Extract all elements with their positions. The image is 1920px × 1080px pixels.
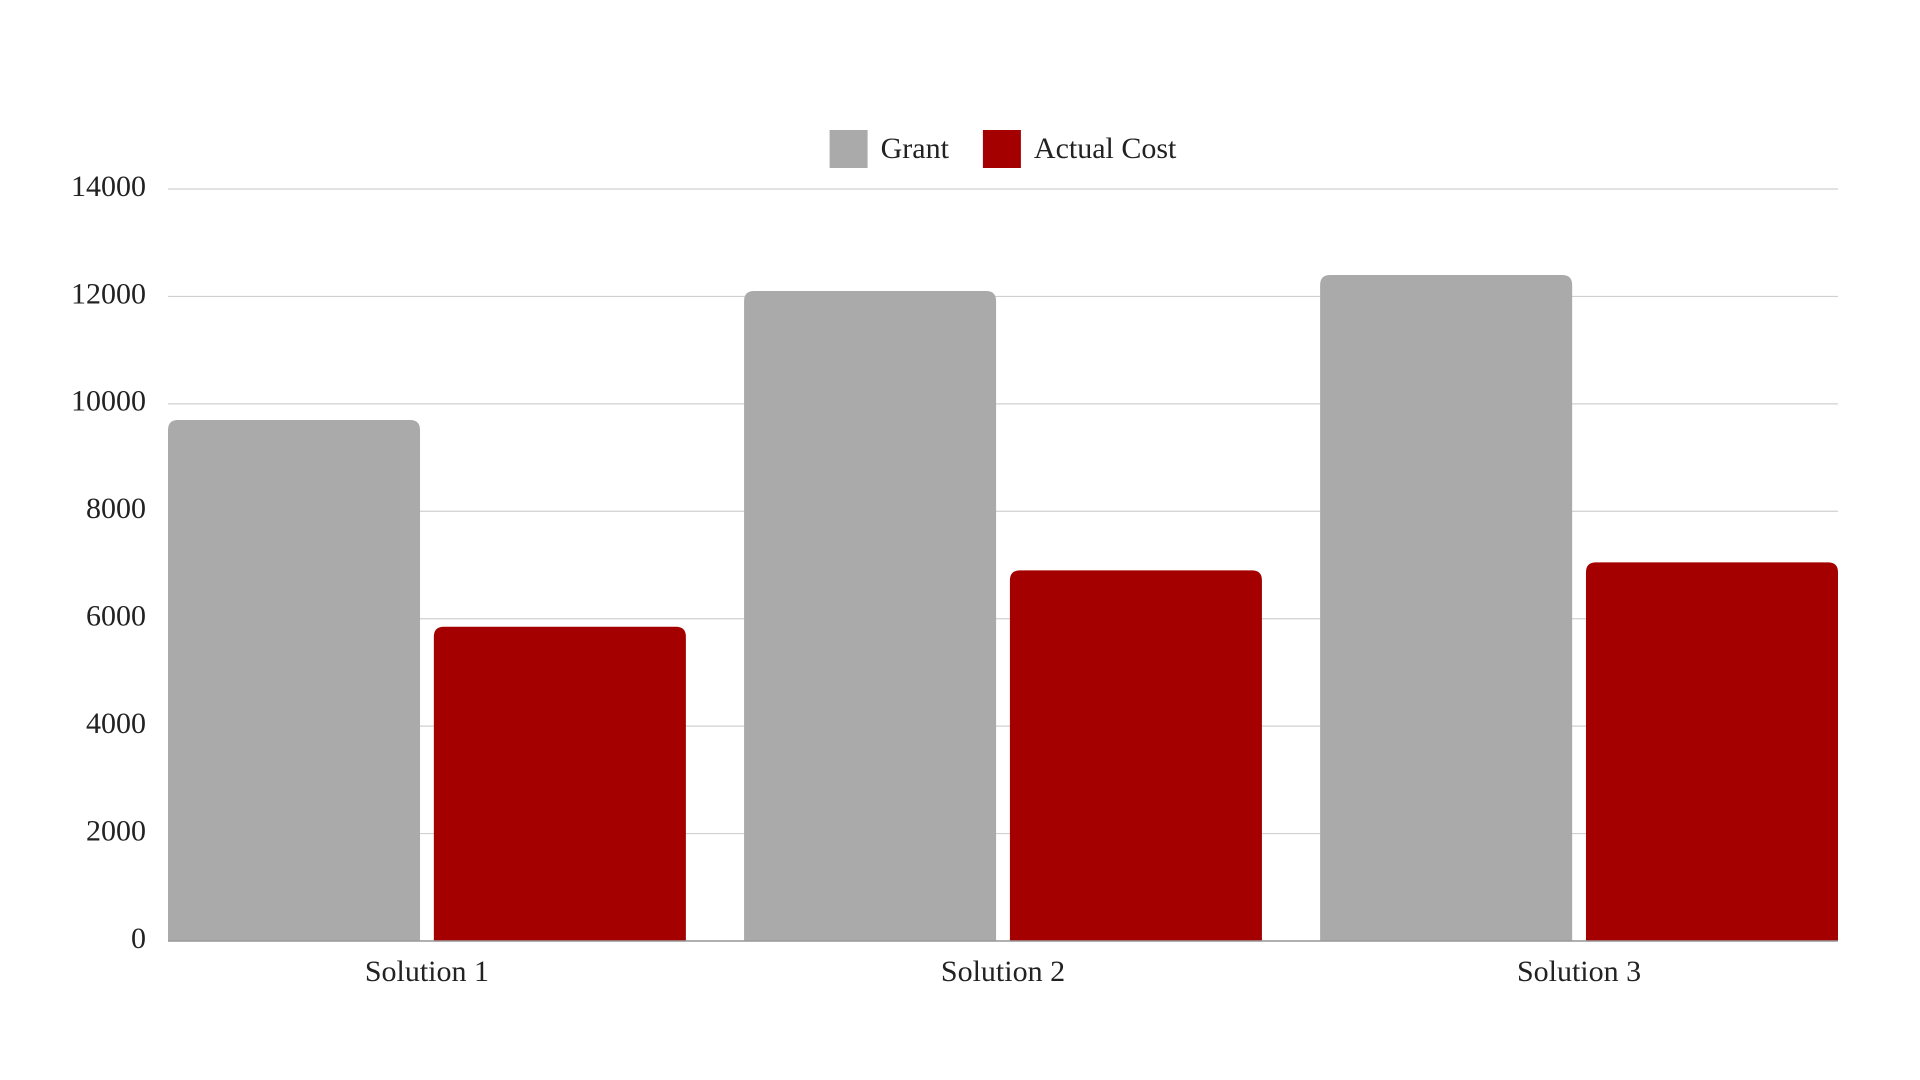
x-tick-label: Solution 2: [941, 955, 1065, 988]
x-tick-label: Solution 1: [365, 955, 489, 988]
y-tick-label: 14000: [71, 170, 146, 203]
legend-swatch: [982, 130, 1021, 168]
y-tick-label: 2000: [86, 814, 146, 847]
bar: [744, 291, 997, 941]
y-tick-label: 10000: [71, 385, 146, 418]
bar: [1320, 274, 1573, 941]
y-tick-label: 0: [131, 922, 146, 955]
legend-label: Grant: [881, 132, 950, 165]
bar: [168, 419, 421, 941]
y-tick-label: 6000: [86, 600, 146, 633]
legend: Grant Actual Cost: [829, 130, 1177, 168]
y-tick-label: 8000: [86, 492, 146, 525]
legend-label: Actual Cost: [1034, 132, 1177, 165]
bar: [1009, 570, 1262, 941]
x-tick-label: Solution 3: [1517, 955, 1641, 988]
bar: [1585, 562, 1838, 941]
y-tick-label: 4000: [86, 707, 146, 740]
bar: [433, 626, 686, 941]
legend-swatch: [829, 130, 868, 168]
y-tick-label: 12000: [71, 277, 146, 310]
